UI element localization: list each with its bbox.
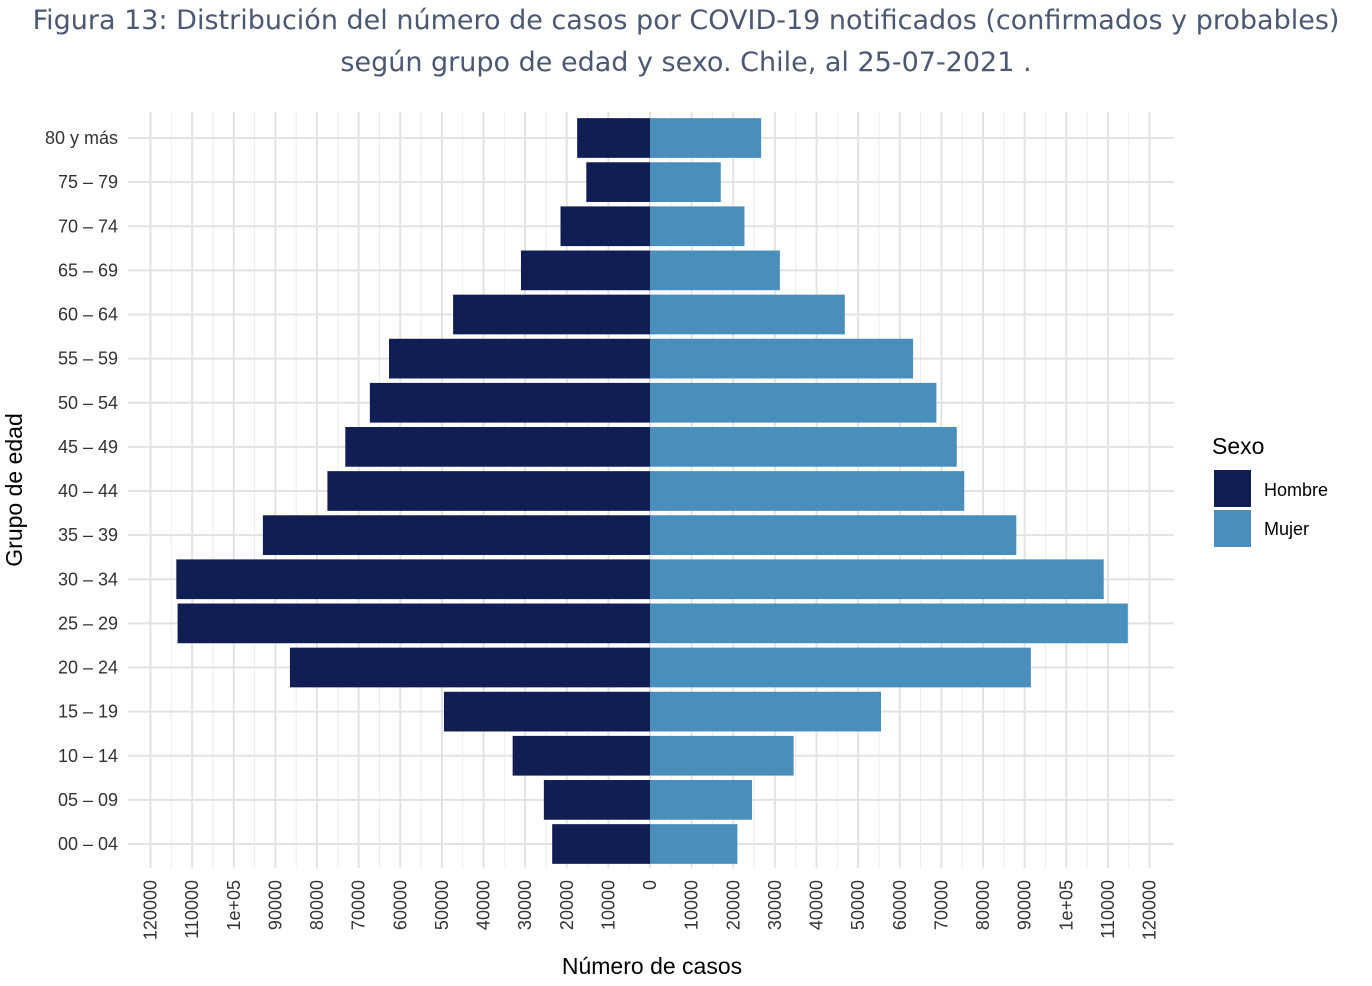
y-tick-label: 55 – 59 bbox=[58, 349, 118, 369]
legend-label-hombre: Hombre bbox=[1264, 480, 1328, 500]
x-tick-label: 50000 bbox=[432, 880, 452, 930]
bar-hombre-16 bbox=[577, 118, 650, 158]
bar-mujer-8 bbox=[650, 471, 965, 511]
y-tick-label: 20 – 24 bbox=[58, 658, 118, 678]
y-tick-label: 75 – 79 bbox=[58, 172, 118, 192]
bar-mujer-5 bbox=[650, 603, 1128, 644]
bar-hombre-5 bbox=[177, 603, 650, 644]
legend: Sexo Hombre Mujer bbox=[1212, 433, 1328, 547]
y-tick-label: 05 – 09 bbox=[58, 790, 118, 810]
bar-mujer-4 bbox=[650, 647, 1031, 688]
chart-title-line-1: Figura 13: Distribución del número de ca… bbox=[32, 5, 1340, 36]
y-axis-ticks: 00 – 04 05 – 09 10 – 14 15 – 19 20 – 24 25 – … bbox=[45, 128, 118, 854]
bar-mujer-13 bbox=[650, 250, 780, 291]
x-tick-label: 30000 bbox=[765, 880, 785, 930]
x-tick-label: 20000 bbox=[723, 880, 743, 930]
x-tick-label: 90000 bbox=[265, 880, 285, 930]
y-tick-label: 35 – 39 bbox=[58, 525, 118, 545]
x-tick-label: 80000 bbox=[307, 880, 327, 930]
bar-hombre-7 bbox=[262, 515, 650, 555]
bar-mujer-3 bbox=[650, 691, 882, 732]
bar-hombre-4 bbox=[289, 647, 650, 688]
y-tick-label: 80 y más bbox=[45, 128, 118, 148]
x-tick-label: 70000 bbox=[349, 880, 369, 930]
x-tick-label: 10000 bbox=[682, 880, 702, 930]
x-tick-label: 1e+05 bbox=[1056, 880, 1076, 931]
bar-mujer-10 bbox=[650, 382, 937, 423]
x-tick-label: 110000 bbox=[1098, 880, 1118, 939]
x-axis-ticks: 120000 110000 1e+05 90000 80000 70000 60000 500… bbox=[141, 880, 1160, 940]
bar-mujer-1 bbox=[650, 780, 752, 820]
bar-hombre-9 bbox=[345, 427, 650, 467]
x-tick-label: 0 bbox=[640, 880, 660, 890]
bar-mujer-6 bbox=[650, 559, 1104, 600]
y-tick-label: 60 – 64 bbox=[58, 305, 118, 325]
chart-title-line-2: según grupo de edad y sexo. Chile, al 25… bbox=[340, 47, 1032, 78]
y-axis-title: Grupo de edad bbox=[1, 413, 27, 566]
bars bbox=[176, 118, 1128, 864]
bar-mujer-16 bbox=[650, 118, 762, 158]
bar-hombre-11 bbox=[389, 338, 650, 379]
bar-hombre-1 bbox=[543, 780, 650, 820]
legend-swatch-mujer bbox=[1214, 510, 1251, 547]
bar-mujer-11 bbox=[650, 338, 914, 379]
y-tick-label: 70 – 74 bbox=[58, 216, 118, 236]
y-tick-label: 40 – 44 bbox=[58, 481, 118, 501]
bar-mujer-2 bbox=[650, 735, 794, 776]
bar-hombre-2 bbox=[512, 735, 650, 776]
x-tick-label: 50000 bbox=[848, 880, 868, 930]
legend-label-mujer: Mujer bbox=[1264, 519, 1309, 539]
x-tick-label: 120000 bbox=[1140, 880, 1160, 940]
x-axis-title: Número de casos bbox=[562, 953, 742, 979]
y-tick-label: 45 – 49 bbox=[58, 437, 118, 457]
bar-hombre-0 bbox=[552, 824, 650, 864]
x-tick-label: 60000 bbox=[390, 880, 410, 930]
bar-mujer-15 bbox=[650, 162, 721, 202]
bar-hombre-12 bbox=[453, 294, 650, 335]
x-tick-label: 40000 bbox=[474, 880, 494, 930]
x-tick-label: 20000 bbox=[557, 880, 577, 930]
bar-hombre-14 bbox=[560, 206, 650, 247]
y-tick-label: 30 – 34 bbox=[58, 569, 118, 589]
bar-hombre-15 bbox=[586, 162, 650, 202]
y-tick-label: 10 – 14 bbox=[58, 746, 118, 766]
bar-mujer-14 bbox=[650, 206, 745, 247]
bar-hombre-10 bbox=[369, 382, 650, 423]
y-tick-label: 65 – 69 bbox=[58, 260, 118, 280]
y-tick-label: 50 – 54 bbox=[58, 393, 118, 413]
x-tick-label: 70000 bbox=[931, 880, 951, 930]
bar-hombre-3 bbox=[443, 691, 650, 732]
bar-hombre-6 bbox=[176, 559, 650, 600]
y-tick-label: 15 – 19 bbox=[58, 702, 118, 722]
x-tick-label: 60000 bbox=[890, 880, 910, 930]
legend-swatch-hombre bbox=[1214, 470, 1251, 507]
bar-mujer-7 bbox=[650, 515, 1017, 555]
x-tick-label: 1e+05 bbox=[224, 880, 244, 931]
bar-mujer-0 bbox=[650, 824, 738, 864]
y-tick-label: 25 – 29 bbox=[58, 613, 118, 633]
x-tick-label: 90000 bbox=[1015, 880, 1035, 930]
x-tick-label: 10000 bbox=[598, 880, 618, 930]
bar-hombre-8 bbox=[327, 471, 650, 511]
x-tick-label: 120000 bbox=[141, 880, 161, 940]
y-tick-label: 00 – 04 bbox=[58, 834, 118, 854]
x-tick-label: 40000 bbox=[807, 880, 827, 930]
x-tick-label: 30000 bbox=[515, 880, 535, 930]
chart-title: Figura 13: Distribución del número de ca… bbox=[0, 0, 1372, 84]
bar-mujer-12 bbox=[650, 294, 845, 335]
bar-hombre-13 bbox=[520, 250, 650, 291]
legend-title: Sexo bbox=[1212, 433, 1264, 459]
x-tick-label: 80000 bbox=[973, 880, 993, 930]
x-tick-label: 110000 bbox=[182, 880, 202, 939]
bar-mujer-9 bbox=[650, 427, 957, 467]
